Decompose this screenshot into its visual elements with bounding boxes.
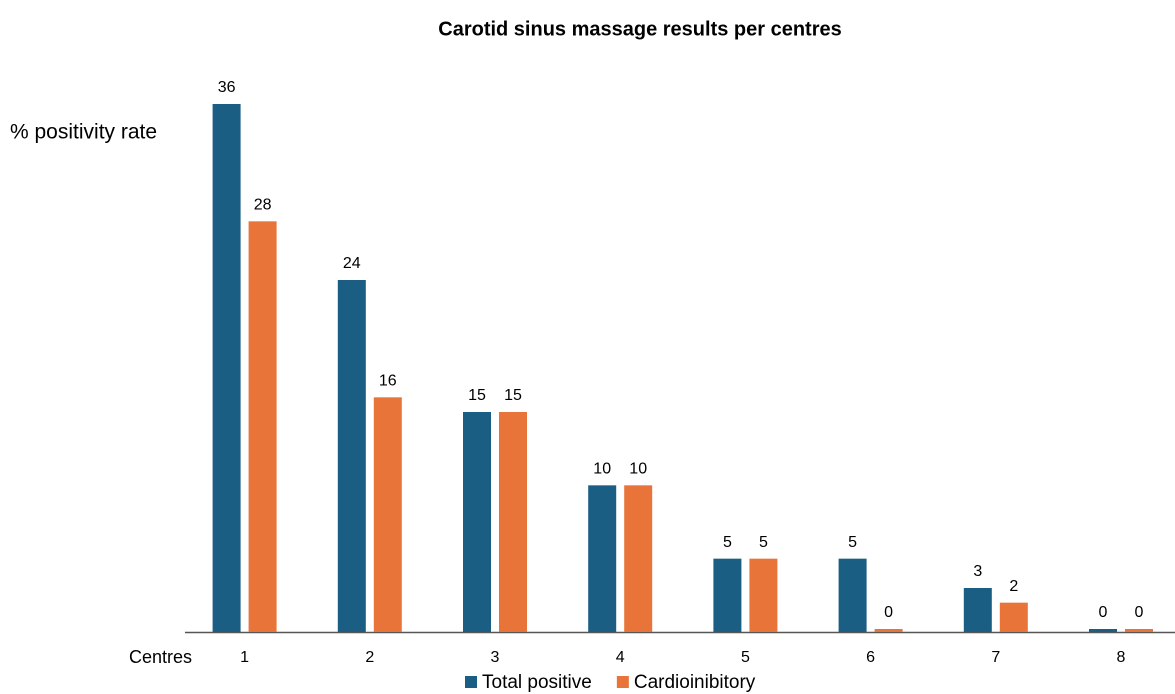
bar — [248, 221, 277, 633]
bar — [838, 558, 867, 632]
bar — [963, 588, 992, 632]
data-label: 0 — [1099, 604, 1108, 621]
x-tick-label: 1 — [240, 649, 249, 666]
x-tick-label: 8 — [1117, 649, 1126, 666]
data-label: 15 — [468, 387, 486, 404]
legend-label: Cardioinibitory — [634, 672, 756, 693]
data-label: 16 — [379, 373, 397, 390]
bar — [588, 485, 617, 632]
legend-swatch — [616, 676, 629, 688]
bar — [713, 558, 742, 632]
bar — [1125, 629, 1153, 632]
data-label: 5 — [848, 534, 857, 551]
data-label: 36 — [218, 79, 236, 96]
bar — [999, 602, 1028, 632]
x-tick-label: 6 — [866, 649, 875, 666]
data-label: 0 — [884, 604, 893, 621]
x-tick-label: 2 — [365, 649, 374, 666]
x-tick-label: 4 — [616, 649, 625, 666]
bar — [624, 485, 653, 632]
data-label: 5 — [759, 534, 768, 551]
data-label: 2 — [1009, 578, 1018, 595]
bar — [373, 397, 402, 632]
data-label: 24 — [343, 255, 361, 272]
bar — [463, 412, 491, 632]
y-axis-label: % positivity rate — [10, 121, 157, 144]
data-label: 5 — [723, 534, 732, 551]
chart-title: Carotid sinus massage results per centre… — [438, 18, 842, 40]
data-label: 10 — [629, 461, 647, 478]
bar — [499, 412, 527, 632]
bar — [1089, 629, 1117, 632]
data-label: 28 — [254, 197, 272, 214]
bar — [874, 629, 903, 632]
bar — [212, 104, 241, 632]
data-label: 3 — [973, 563, 982, 580]
x-tick-label: 5 — [741, 649, 750, 666]
x-axis-label: Centres — [129, 647, 192, 667]
legend-label: Total positive — [482, 672, 592, 693]
data-label: 0 — [1135, 604, 1144, 621]
data-label: 15 — [504, 387, 522, 404]
bar — [749, 558, 778, 632]
legend-swatch — [465, 676, 477, 688]
x-tick-label: 3 — [491, 649, 500, 666]
bar — [337, 280, 366, 632]
x-tick-label: 7 — [991, 649, 1000, 666]
data-label: 10 — [593, 461, 611, 478]
